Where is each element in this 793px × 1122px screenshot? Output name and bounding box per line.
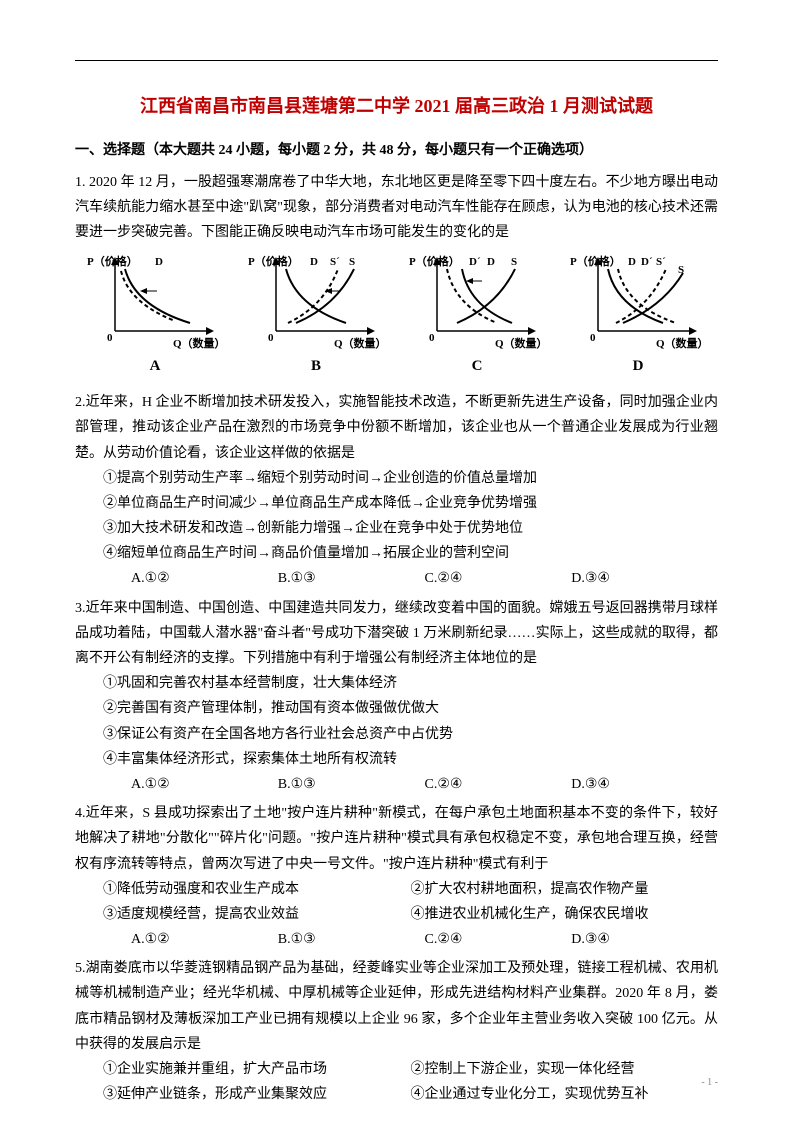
chart-row: P（价格） D 0 Q（数量） P（价格） D S´ S 0 Q（数量） P（价… [75, 251, 718, 351]
origin-label: 0 [590, 332, 596, 344]
sub-option: ①降低劳动强度和农业生产成本 [103, 877, 411, 902]
question-3: 3.近年来中国制造、中国创造、中国建造共同发力，继续改变着中国的面貌。嫦娥五号返… [75, 596, 718, 798]
d-prime-label: D´ [469, 256, 481, 268]
question-5: 5.湖南娄底市以华菱涟钢精品钢产品为基础，经菱峰实业等企业深加工及预处理，链接工… [75, 956, 718, 1107]
d-prime-label: D´ [641, 256, 653, 268]
d-label: D [628, 256, 636, 268]
chart-d: P（价格） D D´ S´ S 0 Q（数量） [568, 251, 708, 351]
option-a: A.①② [131, 566, 278, 591]
d-label: D [155, 256, 163, 268]
d-label: D [310, 256, 318, 268]
x-axis-label: Q（数量） [495, 336, 547, 350]
sub-option: ①企业实施兼并重组，扩大产品市场 [103, 1057, 411, 1082]
y-axis-label: P（价格） [570, 254, 621, 268]
section-header: 一、选择题（本大题共 24 小题，每小题 2 分，共 48 分，每小题只有一个正… [75, 138, 718, 163]
option-b: B.①③ [278, 566, 425, 591]
option-c: C.②④ [425, 566, 572, 591]
sub-option-row: ①企业实施兼并重组，扩大产品市场 ②控制上下游企业，实现一体化经营 [75, 1057, 718, 1082]
sub-option: ①提高个别劳动生产率→缩短个别劳动时间→企业创造的价值总量增加 [75, 466, 718, 491]
s-label: S [349, 256, 355, 268]
option-c: C.②④ [425, 772, 572, 797]
sub-option: ②完善国有资产管理体制，推动国有资本做强做优做大 [75, 696, 718, 721]
sub-option: ④企业通过专业化分工，实现优势互补 [411, 1082, 719, 1107]
options-row: A.①② B.①③ C.②④ D.③④ [75, 772, 718, 797]
question-text: 3.近年来中国制造、中国创造、中国建造共同发力，继续改变着中国的面貌。嫦娥五号返… [75, 596, 718, 672]
chart-label-a: A [85, 353, 225, 380]
sub-option: ②控制上下游企业，实现一体化经营 [411, 1057, 719, 1082]
sub-option: ③延伸产业链条，形成产业集聚效应 [103, 1082, 411, 1107]
x-axis-label: Q（数量） [334, 336, 386, 350]
question-text: 2.近年来，H 企业不断增加技术研发投入，实施智能技术改造，不断更新先进生产设备… [75, 390, 718, 466]
chart-label-d: D [568, 353, 708, 380]
option-d: D.③④ [571, 566, 718, 591]
sub-option-row: ①降低劳动强度和农业生产成本 ②扩大农村耕地面积，提高农作物产量 [75, 877, 718, 902]
origin-label: 0 [429, 332, 435, 344]
option-a: A.①② [131, 927, 278, 952]
sub-option: ①巩固和完善农村基本经营制度，壮大集体经济 [75, 671, 718, 696]
y-axis-label: P（价格） [248, 254, 299, 268]
chart-label-b: B [246, 353, 386, 380]
y-axis-label: P（价格） [409, 254, 460, 268]
option-c: C.②④ [425, 927, 572, 952]
exam-title: 江西省南昌市南昌县莲塘第二中学 2021 届高三政治 1 月测试试题 [75, 90, 718, 122]
sub-option: ③适度规模经营，提高农业效益 [103, 902, 411, 927]
chart-c: P（价格） D´ D S 0 Q（数量） [407, 251, 547, 351]
question-text: 1. 2020 年 12 月，一股超强寒潮席卷了中华大地，东北地区更是降至零下四… [75, 170, 718, 246]
sub-option: ④缩短单位商品生产时间→商品价值量增加→拓展企业的营利空间 [75, 541, 718, 566]
origin-label: 0 [107, 332, 113, 344]
chart-b: P（价格） D S´ S 0 Q（数量） [246, 251, 386, 351]
options-row: A.①② B.①③ C.②④ D.③④ [75, 927, 718, 952]
x-axis-label: Q（数量） [173, 336, 225, 350]
sub-option: ④推进农业机械化生产，确保农民增收 [411, 902, 719, 927]
sub-option: ②扩大农村耕地面积，提高农作物产量 [411, 877, 719, 902]
question-4: 4.近年来，S 县成功探索出了土地"按户连片耕种"新模式，在每户承包土地面积基本… [75, 801, 718, 952]
sub-option: ②单位商品生产时间减少→单位商品生产成本降低→企业竞争优势增强 [75, 491, 718, 516]
question-text: 5.湖南娄底市以华菱涟钢精品钢产品为基础，经菱峰实业等企业深加工及预处理，链接工… [75, 956, 718, 1057]
x-axis-label: Q（数量） [656, 336, 708, 350]
option-b: B.①③ [278, 772, 425, 797]
option-d: D.③④ [571, 927, 718, 952]
d-label: D [487, 256, 495, 268]
s-label: S [511, 256, 517, 268]
chart-label-row: A B C D [75, 353, 718, 380]
sub-option: ③加大技术研发和改造→创新能力增强→企业在竞争中处于优势地位 [75, 516, 718, 541]
option-b: B.①③ [278, 927, 425, 952]
options-row: A.①② B.①③ C.②④ D.③④ [75, 566, 718, 591]
page-number: - 1 - [701, 1074, 718, 1092]
chart-a: P（价格） D 0 Q（数量） [85, 251, 225, 351]
option-a: A.①② [131, 772, 278, 797]
question-text: 4.近年来，S 县成功探索出了土地"按户连片耕种"新模式，在每户承包土地面积基本… [75, 801, 718, 877]
chart-label-c: C [407, 353, 547, 380]
question-1: 1. 2020 年 12 月，一股超强寒潮席卷了中华大地，东北地区更是降至零下四… [75, 170, 718, 246]
s-prime-label: S´ [656, 256, 666, 268]
origin-label: 0 [268, 332, 274, 344]
option-d: D.③④ [571, 772, 718, 797]
question-2: 2.近年来，H 企业不断增加技术研发投入，实施智能技术改造，不断更新先进生产设备… [75, 390, 718, 592]
sub-option-row: ③延伸产业链条，形成产业集聚效应 ④企业通过专业化分工，实现优势互补 [75, 1082, 718, 1107]
sub-option: ③保证公有资产在全国各地方各行业社会总资产中占优势 [75, 722, 718, 747]
horizontal-rule [75, 60, 718, 61]
y-axis-label: P（价格） [87, 254, 138, 268]
sub-option: ④丰富集体经济形式，探索集体土地所有权流转 [75, 747, 718, 772]
sub-option-row: ③适度规模经营，提高农业效益 ④推进农业机械化生产，确保农民增收 [75, 902, 718, 927]
s-prime-label: S´ [330, 256, 340, 268]
